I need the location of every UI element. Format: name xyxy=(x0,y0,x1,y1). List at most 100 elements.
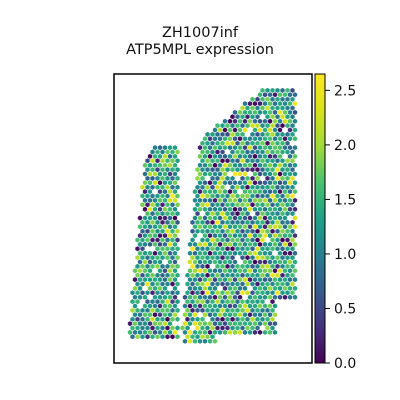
spot-marker xyxy=(285,114,290,120)
spot-marker xyxy=(282,197,288,203)
spot-marker xyxy=(167,162,173,168)
spot-marker xyxy=(150,255,155,261)
spot-marker xyxy=(135,237,140,243)
spot-marker xyxy=(290,114,295,120)
spot-marker xyxy=(240,246,245,252)
spot-marker xyxy=(195,263,200,269)
spot-marker xyxy=(270,193,275,199)
spot-marker xyxy=(190,316,195,322)
spot-marker xyxy=(165,281,170,287)
spot-marker xyxy=(172,180,178,186)
spot-marker xyxy=(230,202,235,208)
spot-marker xyxy=(202,162,208,168)
spot-marker xyxy=(197,277,203,283)
spot-marker xyxy=(270,149,275,155)
spot-marker xyxy=(262,206,268,212)
spot-marker xyxy=(247,206,253,212)
spot-marker xyxy=(222,277,228,283)
spot-marker xyxy=(190,334,195,340)
spot-marker xyxy=(145,193,150,199)
spot-marker xyxy=(207,197,213,203)
spot-marker xyxy=(287,241,293,247)
spot-marker xyxy=(157,180,163,186)
spot-marker xyxy=(205,202,210,208)
spot-marker xyxy=(247,294,253,300)
spot-marker xyxy=(255,202,260,208)
spot-marker xyxy=(162,189,168,195)
spot-marker xyxy=(250,272,255,278)
spot-marker xyxy=(225,255,230,261)
spot-marker xyxy=(212,268,218,274)
spot-marker xyxy=(290,237,295,243)
spot-marker xyxy=(140,325,145,331)
spot-marker xyxy=(262,171,268,177)
spot-marker xyxy=(137,312,143,318)
spot-marker xyxy=(225,167,230,173)
spot-marker xyxy=(230,158,235,164)
spot-marker xyxy=(257,145,263,151)
spot-marker xyxy=(220,184,225,190)
spot-marker xyxy=(277,241,283,247)
spot-marker xyxy=(140,193,145,199)
spot-marker xyxy=(192,285,198,291)
spot-marker xyxy=(165,334,170,340)
spot-marker xyxy=(287,277,293,283)
spot-marker xyxy=(225,219,230,225)
spot-marker xyxy=(292,268,298,274)
spot-marker xyxy=(285,193,290,199)
spot-marker xyxy=(252,109,258,115)
spot-marker xyxy=(217,206,223,212)
spot-marker xyxy=(200,290,205,296)
spot-marker xyxy=(167,250,173,256)
spot-marker xyxy=(230,131,235,137)
spot-marker xyxy=(222,145,228,151)
spot-marker xyxy=(187,241,193,247)
spot-marker xyxy=(145,290,150,296)
spot-marker xyxy=(272,321,278,327)
spot-marker xyxy=(240,193,245,199)
spot-marker xyxy=(187,321,193,327)
spot-marker xyxy=(157,206,163,212)
spot-marker xyxy=(247,162,253,168)
spot-marker xyxy=(187,285,193,291)
spot-marker xyxy=(275,131,280,137)
spot-marker xyxy=(250,96,255,102)
spot-marker xyxy=(235,140,240,146)
spot-marker xyxy=(277,136,283,142)
spot-marker xyxy=(265,255,270,261)
spot-marker xyxy=(285,123,290,129)
spot-marker xyxy=(262,136,268,142)
spot-marker xyxy=(280,149,285,155)
spot-marker xyxy=(260,299,265,305)
spot-marker xyxy=(145,237,150,243)
spot-marker xyxy=(267,312,273,318)
spot-marker xyxy=(250,158,255,164)
spot-marker xyxy=(162,250,168,256)
spot-marker xyxy=(182,338,188,344)
spot-marker xyxy=(265,263,270,269)
spot-marker xyxy=(145,167,150,173)
spot-marker xyxy=(160,237,165,243)
spot-marker xyxy=(277,277,283,283)
spot-marker xyxy=(265,175,270,181)
spot-marker xyxy=(242,127,248,133)
spot-marker xyxy=(215,299,220,305)
spot-marker xyxy=(252,153,258,159)
spot-marker xyxy=(255,167,260,173)
spot-marker xyxy=(260,290,265,296)
spot-marker xyxy=(202,224,208,230)
spot-marker xyxy=(262,294,268,300)
spot-marker xyxy=(162,197,168,203)
spot-marker xyxy=(195,272,200,278)
spot-marker xyxy=(152,259,158,265)
spot-marker xyxy=(200,219,205,225)
spot-marker xyxy=(272,268,278,274)
spot-marker xyxy=(185,307,190,313)
spot-marker xyxy=(242,153,248,159)
spot-marker xyxy=(185,325,190,331)
spot-marker xyxy=(247,180,253,186)
spot-marker xyxy=(252,312,258,318)
spot-marker xyxy=(130,334,135,340)
spot-marker xyxy=(155,299,160,305)
spot-marker xyxy=(287,233,293,239)
